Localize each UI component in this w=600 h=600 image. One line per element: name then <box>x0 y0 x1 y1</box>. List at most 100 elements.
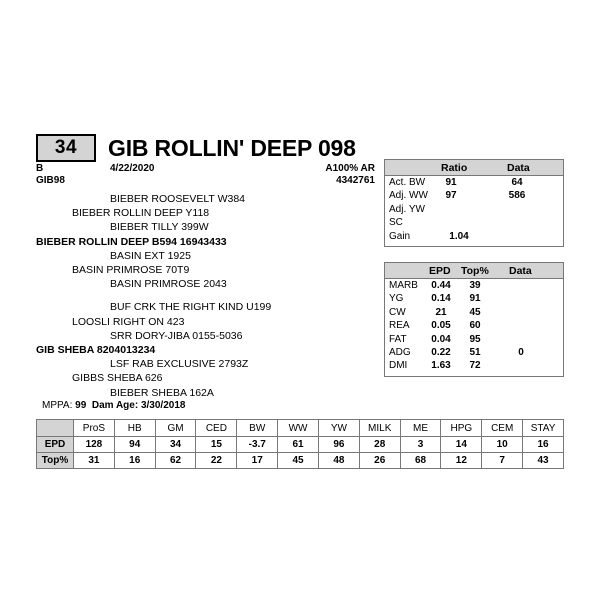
column-header: ProS <box>73 419 115 437</box>
column-header: STAY <box>522 419 564 437</box>
column-header: HB <box>113 419 156 437</box>
epd-column-header: EPD <box>429 265 451 277</box>
percentage-code: A100% AR <box>325 163 375 174</box>
mppa-value: 99 <box>75 400 87 411</box>
column-header: CEM <box>481 419 524 437</box>
pedigree-sire: BIEBER ROLLIN DEEP B594 16943433 <box>36 235 227 248</box>
table-row: Act. BW 91 64 <box>385 177 563 190</box>
table-row: MARB 0.44 39 <box>385 280 563 293</box>
tattoo: GIB98 <box>36 175 65 186</box>
table-row: REA 0.05 60 <box>385 320 563 333</box>
pedigree-sire-dam-dam: BASIN PRIMROSE 2043 <box>110 278 227 291</box>
pedigree-dam: GIB SHEBA 8204013234 <box>36 344 156 357</box>
table-row: Top% 31 16 62 22 17 45 48 26 68 12 7 43 <box>36 452 564 469</box>
row-label: ADG <box>389 346 411 358</box>
table-row: ADG 0.22 51 0 <box>385 347 563 360</box>
epd-cell: 128 <box>73 436 115 453</box>
pedigree-sire-sire: BIEBER ROLLIN DEEP Y118 <box>72 207 210 220</box>
page-title: GIB ROLLIN' DEEP 098 <box>108 134 356 161</box>
mppa-label: MPPA: <box>42 400 73 411</box>
top-column-header: Top% <box>461 265 489 277</box>
column-header: GM <box>154 419 197 437</box>
pedigree: BIEBER ROOSEVELT W384 BIEBER ROLLIN DEEP… <box>36 192 376 400</box>
table-row: YG 0.14 91 <box>385 293 563 306</box>
column-header: BW <box>236 419 279 437</box>
epd-cell: 14 <box>440 436 483 453</box>
dam-age-value: 3/30/2018 <box>140 400 186 411</box>
column-header: YW <box>317 419 360 437</box>
pedigree-sire-dam: BASIN PRIMROSE 70T9 <box>72 264 190 277</box>
epd-cell: 28 <box>358 436 401 453</box>
birth-date: 4/22/2020 <box>110 163 155 174</box>
row-top: 95 <box>469 333 481 345</box>
top-cell: 17 <box>236 452 279 469</box>
row-top: 72 <box>469 360 481 372</box>
row-epd: 1.63 <box>431 360 451 372</box>
pedigree-sire-grandsire: BIEBER ROOSEVELT W384 <box>110 193 245 205</box>
epd-cell: 94 <box>113 436 156 453</box>
row-epd: 21 <box>435 306 447 318</box>
table-row: FAT 0.04 95 <box>385 334 563 347</box>
sex-code: B <box>36 163 44 174</box>
row-label: Top% <box>36 452 74 469</box>
data-column-header: Data <box>507 162 530 174</box>
row-label: DMI <box>389 360 408 372</box>
row-top: 39 <box>469 280 481 291</box>
column-header: HPG <box>440 419 483 437</box>
ratio-column-header: Ratio <box>441 162 468 174</box>
registration-block: A100% AR 4342761 <box>240 163 375 187</box>
row-label: Adj. YW <box>389 203 425 215</box>
table-row: EPD 128 94 34 15 -3.7 61 96 28 3 14 10 1… <box>36 436 564 453</box>
row-epd: 0.14 <box>431 293 451 305</box>
row-top: 60 <box>469 320 481 332</box>
table-row: Adj. YW <box>385 204 563 217</box>
column-header: ME <box>399 419 442 437</box>
row-label: MARB <box>389 280 418 291</box>
row-data: 64 <box>511 177 523 188</box>
row-epd: 0.04 <box>431 333 451 345</box>
row-epd: 0.05 <box>431 320 451 332</box>
row-top: 45 <box>469 306 481 318</box>
pedigree-dam-dam: GIBBS SHEBA 626 <box>72 372 163 385</box>
row-data: 0 <box>518 346 524 358</box>
row-label: YG <box>389 293 404 305</box>
top-cell: 26 <box>358 452 401 469</box>
row-top: 91 <box>469 293 481 305</box>
column-header: MILK <box>358 419 401 437</box>
table-row: SC <box>385 217 563 230</box>
row-epd: 0.44 <box>431 280 451 291</box>
pedigree-sire-dam-sire: BASIN EXT 1925 <box>110 249 191 262</box>
lot-header: 34 GIB ROLLIN' DEEP 098 <box>36 134 356 162</box>
row-label: EPD <box>36 436 74 453</box>
top-cell: 45 <box>277 452 319 469</box>
pedigree-dam-dam-sire: LSF RAB EXCLUSIVE 2793Z <box>110 358 249 371</box>
top-cell: 12 <box>440 452 483 469</box>
ratio-table-header: Ratio Data <box>385 160 563 176</box>
row-label: FAT <box>389 333 407 345</box>
ratio-data-table: Ratio Data Act. BW 91 64 Adj. WW 97 586 … <box>384 159 564 247</box>
epd-cell: 34 <box>154 436 197 453</box>
lot-number-box: 34 <box>36 134 96 162</box>
row-gain-value: 1.04 <box>449 230 469 242</box>
pedigree-dam-sire: LOOSLI RIGHT ON 423 <box>72 315 185 328</box>
epd-cell: 3 <box>399 436 442 453</box>
table-row: DMI 1.63 72 <box>385 360 563 373</box>
dam-age-label: Dam Age: <box>91 400 139 411</box>
column-header: WW <box>277 419 319 437</box>
animal-id-block: B GIB98 <box>36 163 65 187</box>
pedigree-dam-granddam: SRR DORY-JIBA 0155-5036 <box>110 329 243 342</box>
pedigree-dam-grandsire: BUF CRK THE RIGHT KIND U199 <box>110 301 272 314</box>
row-epd: 0.22 <box>431 346 451 358</box>
epd-cell: 10 <box>481 436 524 453</box>
top-cell: 16 <box>113 452 156 469</box>
epd-cell: 96 <box>317 436 360 453</box>
row-label: Adj. WW <box>389 190 428 202</box>
data-column-header: Data <box>509 265 532 277</box>
row-label: Gain <box>389 230 411 242</box>
top-cell: 68 <box>399 452 442 469</box>
carcass-table-header: EPD Top% Data <box>385 263 563 279</box>
row-label: Act. BW <box>389 177 426 188</box>
registration-number: 4342761 <box>336 175 375 186</box>
corner-cell <box>36 419 74 437</box>
